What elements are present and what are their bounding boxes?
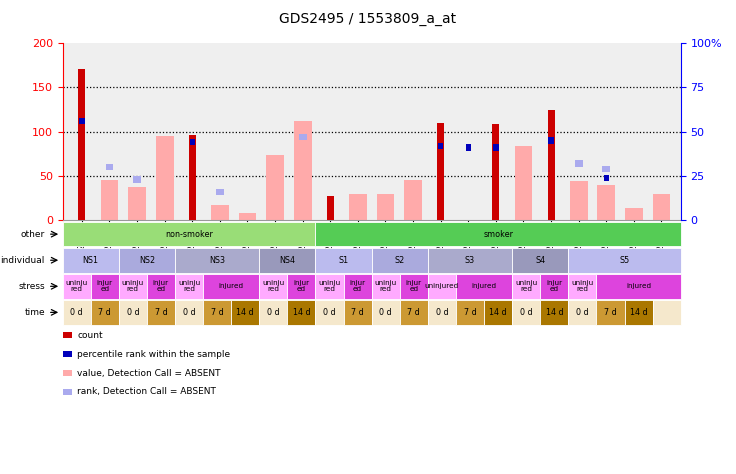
Bar: [294, 121, 311, 220]
Bar: [437, 123, 444, 220]
Text: injur
ed: injur ed: [294, 280, 309, 292]
Text: time: time: [24, 308, 45, 317]
Bar: [189, 135, 196, 220]
Text: 14 d: 14 d: [489, 308, 507, 317]
Bar: [493, 145, 499, 151]
Bar: [156, 136, 174, 220]
Bar: [128, 187, 146, 220]
Text: S4: S4: [535, 256, 545, 264]
Text: NS1: NS1: [82, 256, 99, 264]
Text: S5: S5: [620, 256, 630, 264]
Text: injur
ed: injur ed: [546, 280, 562, 292]
Text: uninju
red: uninju red: [319, 280, 341, 292]
Bar: [266, 155, 284, 220]
Text: other: other: [21, 230, 45, 238]
Text: S1: S1: [339, 256, 349, 264]
Text: 14 d: 14 d: [545, 308, 563, 317]
Text: injur
ed: injur ed: [153, 280, 169, 292]
Text: 0 d: 0 d: [436, 308, 448, 317]
Text: uninju
red: uninju red: [571, 280, 593, 292]
Text: 7 d: 7 d: [99, 308, 111, 317]
Bar: [377, 194, 394, 220]
Text: smoker: smoker: [483, 230, 513, 238]
Bar: [625, 208, 643, 220]
Bar: [189, 139, 195, 146]
Text: uninju
red: uninju red: [375, 280, 397, 292]
Bar: [466, 145, 471, 151]
Text: 7 d: 7 d: [464, 308, 476, 317]
Text: 14 d: 14 d: [293, 308, 311, 317]
Text: uninju
red: uninju red: [178, 280, 200, 292]
Bar: [653, 194, 670, 220]
Bar: [79, 69, 85, 220]
Text: 7 d: 7 d: [408, 308, 420, 317]
Bar: [349, 194, 367, 220]
Text: 0 d: 0 d: [323, 308, 336, 317]
Text: 14 d: 14 d: [236, 308, 254, 317]
Bar: [602, 166, 610, 172]
Bar: [299, 134, 307, 140]
Bar: [438, 143, 443, 149]
Bar: [598, 185, 615, 220]
Bar: [238, 213, 256, 220]
Bar: [404, 180, 422, 220]
Text: NS3: NS3: [209, 256, 225, 264]
Bar: [604, 174, 609, 181]
Text: NS4: NS4: [280, 256, 295, 264]
Text: stress: stress: [18, 282, 45, 291]
Text: GDS2495 / 1553809_a_at: GDS2495 / 1553809_a_at: [280, 12, 456, 26]
Bar: [548, 137, 553, 144]
Text: value, Detection Call = ABSENT: value, Detection Call = ABSENT: [77, 369, 221, 377]
Text: uninjured: uninjured: [425, 283, 459, 289]
Text: injured: injured: [219, 283, 244, 289]
Text: injur
ed: injur ed: [350, 280, 366, 292]
Text: uninju
red: uninju red: [262, 280, 284, 292]
Text: 0 d: 0 d: [71, 308, 83, 317]
Bar: [327, 196, 333, 220]
Text: 0 d: 0 d: [183, 308, 195, 317]
Bar: [548, 110, 554, 220]
Text: NS2: NS2: [139, 256, 155, 264]
Bar: [514, 146, 532, 220]
Bar: [570, 182, 587, 220]
Text: injur
ed: injur ed: [96, 280, 113, 292]
Text: non-smoker: non-smoker: [165, 230, 213, 238]
Text: individual: individual: [1, 256, 45, 264]
Text: injur
ed: injur ed: [406, 280, 422, 292]
Text: 0 d: 0 d: [380, 308, 392, 317]
Bar: [492, 125, 499, 220]
Text: 7 d: 7 d: [155, 308, 167, 317]
Bar: [79, 118, 85, 124]
Text: uninju
red: uninju red: [66, 280, 88, 292]
Text: uninju
red: uninju red: [515, 280, 537, 292]
Text: 0 d: 0 d: [576, 308, 589, 317]
Text: injured: injured: [472, 283, 497, 289]
Text: S3: S3: [465, 256, 475, 264]
Text: 0 d: 0 d: [127, 308, 139, 317]
Text: 0 d: 0 d: [520, 308, 533, 317]
Text: S2: S2: [394, 256, 405, 264]
Text: injured: injured: [626, 283, 651, 289]
Bar: [216, 189, 224, 195]
Bar: [106, 164, 113, 170]
Bar: [101, 180, 118, 220]
Text: rank, Detection Call = ABSENT: rank, Detection Call = ABSENT: [77, 388, 216, 396]
Text: 14 d: 14 d: [630, 308, 648, 317]
Text: 7 d: 7 d: [351, 308, 364, 317]
Bar: [211, 205, 229, 220]
Bar: [133, 176, 141, 182]
Bar: [575, 160, 583, 167]
Text: count: count: [77, 331, 103, 339]
Text: uninju
red: uninju red: [121, 280, 144, 292]
Text: 0 d: 0 d: [267, 308, 280, 317]
Text: 7 d: 7 d: [604, 308, 617, 317]
Text: 7 d: 7 d: [210, 308, 224, 317]
Text: percentile rank within the sample: percentile rank within the sample: [77, 350, 230, 358]
